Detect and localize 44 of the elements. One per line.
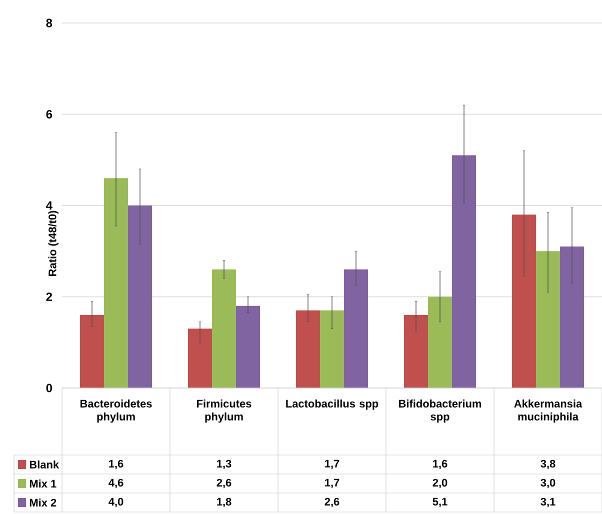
bar	[536, 251, 560, 388]
data-label: 3,1	[540, 498, 556, 508]
bar	[344, 269, 368, 388]
data-label: 2,6	[216, 478, 232, 488]
bar	[452, 155, 476, 388]
data-label: 1,8	[217, 498, 232, 508]
bar	[236, 306, 260, 388]
data-label: 2,0	[432, 478, 448, 488]
x-tick-label: Bifidobacterium spp	[399, 400, 482, 423]
data-label: 1,7	[325, 478, 340, 488]
data-label: 3,0	[540, 478, 556, 488]
bar	[320, 310, 344, 388]
y-tick-label: 0	[46, 384, 52, 392]
y-tick-label: 2	[46, 292, 52, 301]
y-tick-label: 8	[46, 18, 52, 28]
x-tick-label: Bacteroidetes phylum	[80, 400, 152, 423]
bar	[512, 214, 536, 388]
data-label: 4,0	[108, 498, 124, 508]
y-tick-label: 6	[46, 110, 52, 118]
data-label: 1,6	[109, 460, 124, 470]
y-tick-label: 4	[46, 201, 52, 210]
x-tick-label: Firmicutes phylum	[197, 400, 252, 423]
bar	[80, 314, 104, 388]
data-label: 2,6	[324, 498, 340, 508]
bar	[428, 296, 452, 388]
bar	[128, 205, 152, 388]
bar	[104, 178, 128, 388]
x-tick-label: Lactobacillus spp	[286, 400, 378, 410]
data-label: 1,7	[325, 460, 340, 470]
data-label: 5,1	[432, 498, 448, 508]
legend-label: Blank	[30, 460, 60, 469]
data-label: 1,3	[217, 460, 232, 470]
bar	[560, 246, 584, 388]
bar	[404, 314, 428, 388]
data-label: 3,8	[540, 460, 556, 470]
data-label: 1,6	[433, 460, 448, 470]
legend-label: Mix 2	[30, 498, 56, 506]
x-tick-label: Akkermansia muciniphila	[514, 400, 582, 423]
legend-label: Mix 1	[30, 480, 56, 488]
bar	[212, 269, 236, 388]
data-label: 4,6	[108, 478, 124, 488]
bar	[188, 328, 212, 388]
y-axis-title: Ratio (t48/t0)	[48, 210, 58, 276]
bar	[296, 310, 320, 388]
